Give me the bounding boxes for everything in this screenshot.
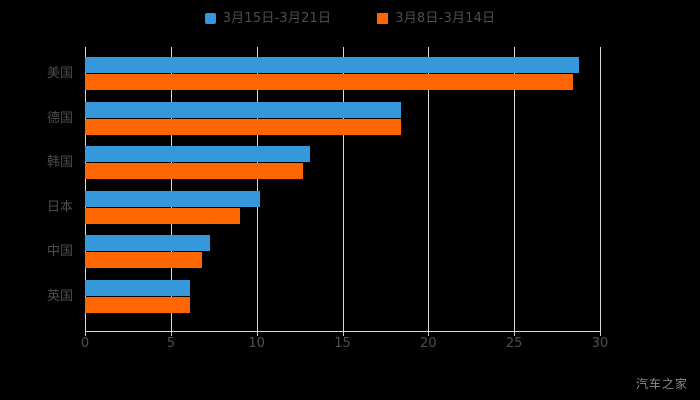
- x-tick-label-15: 15: [334, 336, 351, 351]
- gridline-30: [600, 47, 601, 332]
- y-axis-label-0: 美国: [46, 66, 73, 81]
- x-tick-mark-15: [342, 332, 344, 336]
- legend-swatch-orange-icon: [377, 12, 389, 24]
- x-tick-label-20: 20: [420, 336, 437, 351]
- x-tick-label-10: 10: [248, 336, 265, 351]
- legend-swatch-blue-icon: [204, 12, 216, 24]
- chart-legend: 3月15日-3月21日 3月8日-3月14日: [0, 6, 700, 30]
- x-tick-mark-0: [85, 332, 86, 336]
- bar[interactable]: [85, 101, 401, 118]
- bar[interactable]: [85, 74, 573, 90]
- bar-group: [85, 101, 600, 135]
- bar[interactable]: [85, 163, 304, 179]
- bar[interactable]: [85, 118, 401, 135]
- bar[interactable]: [85, 252, 202, 268]
- legend-item-series-0[interactable]: 3月15日-3月21日: [204, 10, 332, 26]
- plot-area: 0 5 10 15 20 25 30 美国德国韩国日本中国英国: [47, 47, 608, 350]
- bar[interactable]: [85, 57, 580, 73]
- y-axis-label-5: 英国: [46, 288, 73, 304]
- x-tick-label-30: 30: [591, 336, 609, 351]
- x-tick-mark-20: [428, 332, 430, 336]
- bar-group: [85, 190, 600, 224]
- bar-group: [85, 279, 600, 313]
- legend-item-series-1[interactable]: 3月8日-3月14日: [377, 12, 495, 25]
- bar[interactable]: [85, 190, 261, 207]
- x-tick-mark-5: [170, 332, 172, 336]
- gridline-25: [514, 47, 516, 332]
- bar[interactable]: [85, 296, 190, 313]
- y-axis-label-3: 日本: [46, 199, 73, 215]
- gridline-0: [85, 47, 86, 332]
- bar[interactable]: [85, 146, 310, 162]
- x-tick-mark-10: [256, 332, 258, 336]
- bar[interactable]: [85, 207, 240, 224]
- watermark: 汽车之家: [635, 377, 688, 391]
- x-tick-mark-30: [600, 332, 601, 336]
- bar-group: [85, 146, 600, 179]
- gridline-15: [342, 47, 344, 332]
- legend-label-series-1: 3月8日-3月14日: [395, 10, 496, 26]
- bar[interactable]: [85, 279, 190, 296]
- gridline-5: [170, 47, 172, 332]
- y-axis-label-2: 韩国: [46, 155, 73, 170]
- gridline-20: [428, 47, 430, 332]
- bar[interactable]: [85, 235, 211, 251]
- x-tick-label-25: 25: [505, 336, 523, 351]
- legend-label-series-0: 3月15日-3月21日: [222, 10, 332, 26]
- x-tick-label-5: 5: [166, 336, 175, 351]
- gridline-10: [256, 47, 258, 332]
- bar-group: [85, 57, 600, 90]
- y-axis-label-4: 中国: [46, 244, 73, 259]
- y-axis-label-1: 德国: [46, 110, 73, 126]
- x-tick-mark-25: [514, 332, 516, 336]
- bar-group: [85, 235, 600, 268]
- x-tick-label-0: 0: [80, 336, 90, 351]
